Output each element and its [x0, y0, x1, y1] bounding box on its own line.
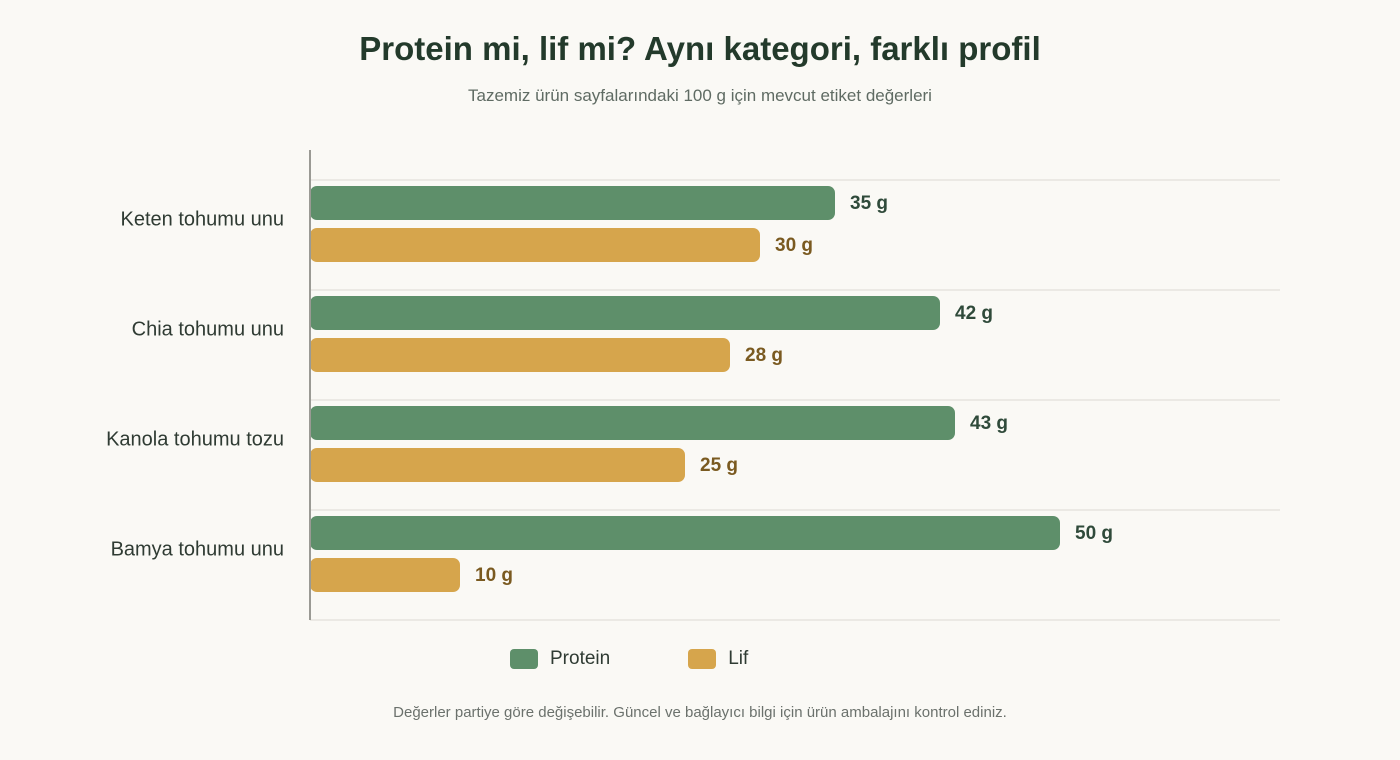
- legend-label-fiber: Lif: [728, 648, 749, 669]
- legend-label-protein: Protein: [550, 648, 611, 669]
- data-label-protein: 35 g: [850, 193, 888, 214]
- data-label-fiber: 10 g: [475, 565, 513, 586]
- bar-protein: [310, 186, 835, 220]
- legend: Protein Lif: [510, 648, 826, 670]
- bar-fiber: [310, 338, 730, 372]
- bar-protein: [310, 296, 940, 330]
- legend-item-fiber: Lif: [688, 648, 748, 670]
- bar-fiber: [310, 448, 685, 482]
- legend-swatch-fiber: [688, 649, 717, 669]
- data-label-protein: 42 g: [955, 303, 993, 324]
- bar-fiber: [310, 558, 460, 592]
- grid-lines: [310, 179, 1280, 621]
- data-label-fiber: 25 g: [700, 455, 738, 476]
- data-label-protein: 50 g: [1075, 523, 1113, 544]
- bar-protein: [310, 516, 1060, 550]
- bar-chart: 35 g 30 g 42 g 28 g 43 g 25 g 50 g 10 g Keten t…: [106, 150, 1280, 621]
- chart-title: Protein mi, lif mi? Aynı kategori, farkl…: [359, 30, 1041, 67]
- category-label: Keten tohumu unu: [121, 208, 284, 230]
- data-label-fiber: 28 g: [745, 345, 783, 366]
- data-label-protein: 43 g: [970, 413, 1008, 434]
- bars: 35 g 30 g 42 g 28 g 43 g 25 g 50 g 10 g: [310, 186, 1113, 592]
- category-label: Kanola tohumu tozu: [106, 428, 284, 450]
- category-labels: Keten tohumu unu Chia tohumu unu Kanola to…: [106, 208, 284, 560]
- bar-fiber: [310, 228, 760, 262]
- bar-protein: [310, 406, 955, 440]
- legend-item-protein: Protein: [510, 648, 610, 670]
- category-label: Chia tohumu unu: [132, 318, 284, 340]
- footnote: Değerler partiye göre değişebilir. Günce…: [393, 704, 1007, 721]
- category-label: Bamya tohumu unu: [111, 538, 284, 560]
- legend-swatch-protein: [510, 649, 538, 669]
- data-label-fiber: 30 g: [775, 235, 813, 256]
- chart-subtitle: Tazemiz ürün sayfalarındaki 100 g için m…: [468, 86, 932, 105]
